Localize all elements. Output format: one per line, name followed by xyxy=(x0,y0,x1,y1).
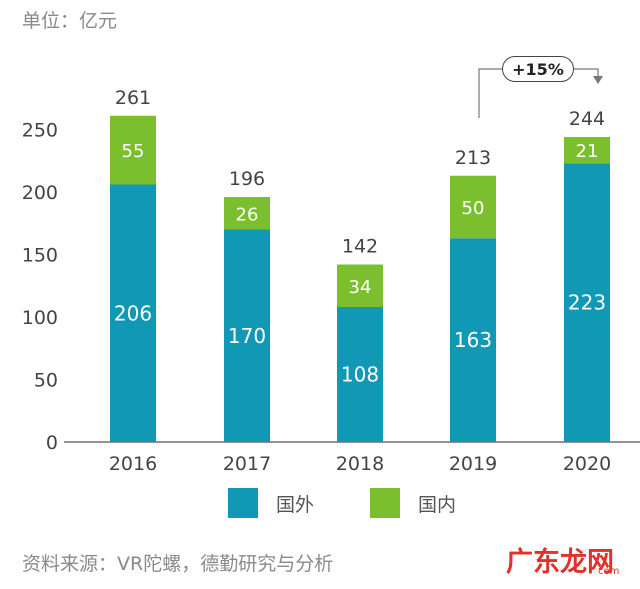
data-label-total: 196 xyxy=(229,168,265,190)
y-tick-label: 0 xyxy=(46,432,58,454)
bar-foreign-2019 xyxy=(450,238,496,442)
x-tick-label: 2019 xyxy=(449,453,497,475)
data-label-total: 213 xyxy=(455,147,491,169)
bar-domestic-2019 xyxy=(450,175,496,239)
legend-label-domestic: 国内 xyxy=(418,493,457,516)
data-label-foreign: 170 xyxy=(228,324,266,348)
legend-swatch-domestic xyxy=(370,488,400,518)
x-tick-label: 2020 xyxy=(563,453,611,475)
bar-foreign-2016 xyxy=(110,184,156,442)
y-tick-label: 50 xyxy=(34,370,58,392)
growth-badge: +15% xyxy=(502,56,574,82)
data-label-foreign: 206 xyxy=(114,301,152,325)
data-label-total: 244 xyxy=(569,108,605,130)
data-label-domestic: 21 xyxy=(576,141,599,162)
source-label: 资料来源：VR陀螺，德勤研究与分析 xyxy=(22,553,334,575)
x-tick-label: 2016 xyxy=(109,453,157,475)
bar-domestic-2016 xyxy=(110,115,156,185)
growth-arrowhead xyxy=(593,76,603,84)
data-label-domestic: 26 xyxy=(236,204,259,225)
bar-foreign-2020 xyxy=(564,163,610,442)
data-label-domestic: 50 xyxy=(462,198,485,219)
data-label-total: 261 xyxy=(115,87,151,109)
bar-domestic-2020 xyxy=(564,137,610,164)
legend-label-foreign: 国外 xyxy=(276,493,315,516)
bar-foreign-2018 xyxy=(337,307,383,442)
y-tick-label: 150 xyxy=(22,245,58,267)
bar-domestic-2018 xyxy=(337,264,383,307)
bar-foreign-2017 xyxy=(224,229,270,442)
legend-item-domestic: 国内 xyxy=(370,488,456,518)
legend-item-foreign: 国外 xyxy=(228,488,314,518)
data-label-foreign: 108 xyxy=(341,363,379,387)
data-label-domestic: 34 xyxy=(349,277,372,298)
legend-swatch-foreign xyxy=(228,488,258,518)
y-tick-label: 200 xyxy=(22,182,58,204)
bar-domestic-2017 xyxy=(224,197,270,230)
y-tick-label: 100 xyxy=(22,307,58,329)
data-label-total: 142 xyxy=(342,236,378,258)
data-label-domestic: 55 xyxy=(122,141,145,162)
watermark-sub: com xyxy=(598,566,620,577)
x-tick-label: 2018 xyxy=(336,453,384,475)
data-label-foreign: 223 xyxy=(568,291,606,315)
data-label-foreign: 163 xyxy=(454,328,492,352)
unit-label: 单位：亿元 xyxy=(22,10,118,32)
x-tick-label: 2017 xyxy=(223,453,271,475)
y-tick-label: 250 xyxy=(22,120,58,142)
watermark-logo: 广东龙网 xyxy=(506,547,614,578)
